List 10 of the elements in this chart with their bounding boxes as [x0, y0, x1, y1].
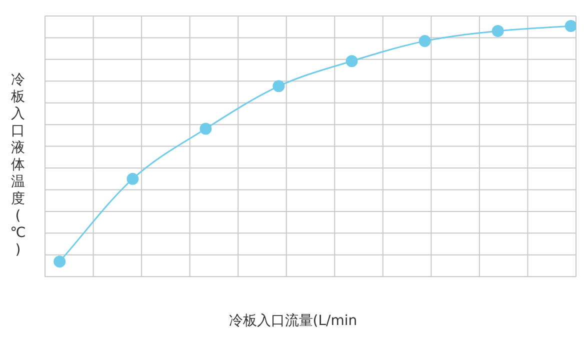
point [564, 20, 576, 32]
point [492, 25, 504, 38]
x-axis-title: 冷板入口流量(L/min [228, 312, 358, 330]
point [200, 122, 212, 135]
point [346, 55, 358, 68]
text: 冷板入口液体温度(℃) [10, 72, 26, 258]
point [126, 172, 139, 185]
point [418, 35, 431, 48]
point [272, 80, 285, 92]
point [54, 256, 66, 268]
